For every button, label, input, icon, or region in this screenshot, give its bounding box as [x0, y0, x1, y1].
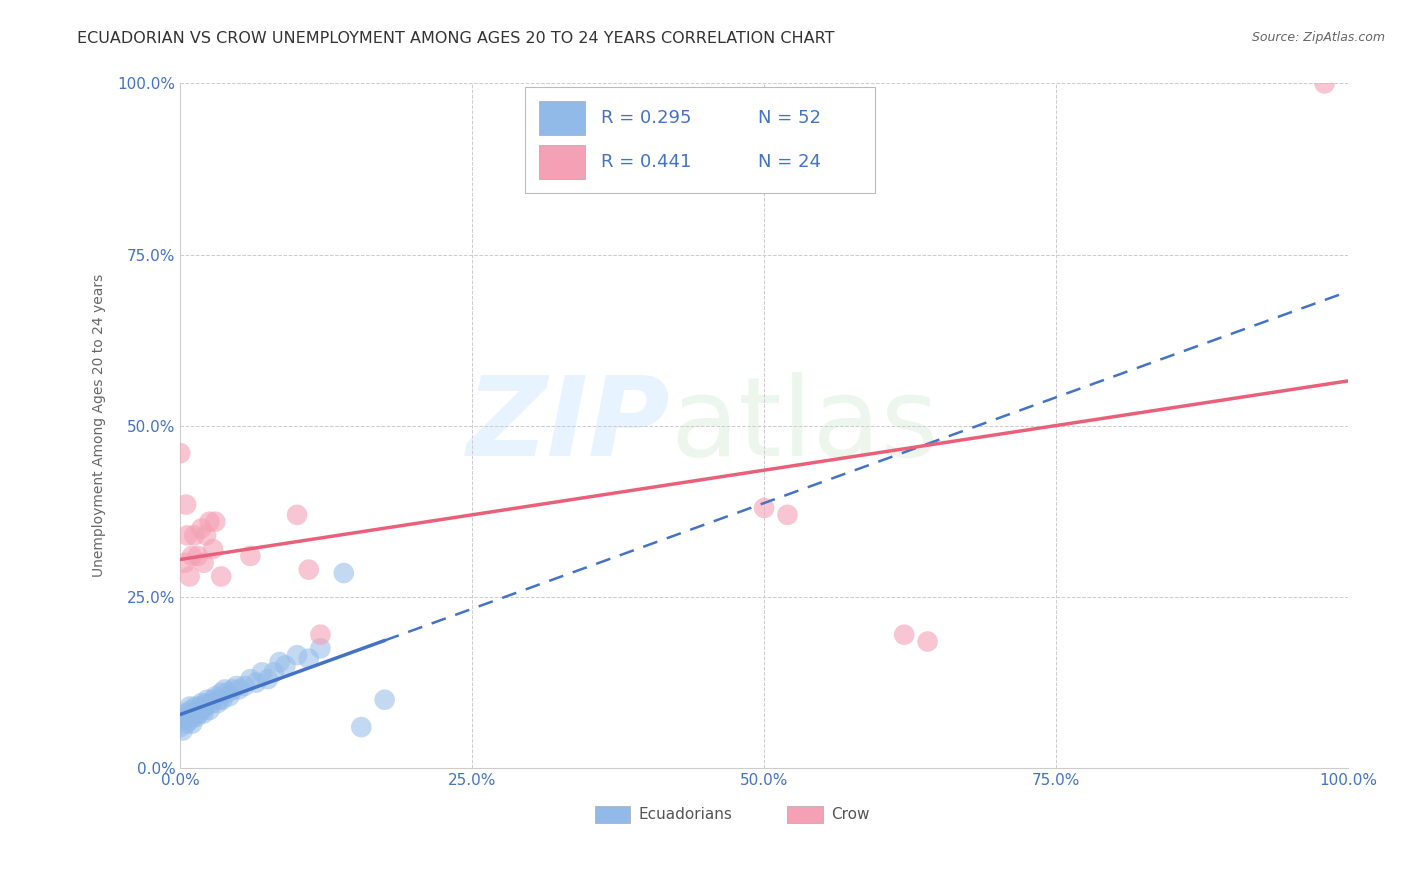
Point: [180, 703, 202, 717]
Point: [195, 696, 218, 710]
Point: [198, 515, 221, 529]
Point: [298, 651, 321, 665]
Point: [183, 528, 205, 542]
FancyBboxPatch shape: [524, 87, 875, 193]
Point: [184, 699, 207, 714]
Point: [179, 699, 201, 714]
Point: [181, 549, 204, 563]
Point: [752, 500, 775, 515]
Point: [776, 508, 799, 522]
Point: [181, 710, 204, 724]
Point: [309, 628, 332, 642]
Point: [209, 569, 232, 583]
Point: [173, 713, 195, 727]
Point: [174, 706, 197, 721]
Point: [239, 549, 262, 563]
Point: [208, 692, 231, 706]
Point: [228, 682, 250, 697]
Point: [194, 699, 217, 714]
Text: R = 0.441: R = 0.441: [600, 153, 690, 171]
Point: [174, 716, 197, 731]
Point: [309, 641, 332, 656]
Point: [209, 686, 232, 700]
Point: [239, 672, 262, 686]
Point: [222, 682, 245, 697]
Text: Ecuadorians: Ecuadorians: [638, 807, 733, 822]
Point: [1313, 77, 1336, 91]
Point: [269, 655, 291, 669]
Y-axis label: Unemployment Among Ages 20 to 24 years: Unemployment Among Ages 20 to 24 years: [93, 274, 107, 577]
Point: [893, 628, 915, 642]
FancyBboxPatch shape: [787, 806, 823, 823]
Point: [176, 528, 198, 542]
Point: [188, 699, 211, 714]
Text: ECUADORIAN VS CROW UNEMPLOYMENT AMONG AGES 20 TO 24 YEARS CORRELATION CHART: ECUADORIAN VS CROW UNEMPLOYMENT AMONG AG…: [77, 31, 835, 46]
Point: [190, 696, 212, 710]
Point: [285, 508, 308, 522]
Point: [179, 569, 201, 583]
Point: [250, 665, 273, 680]
Point: [233, 679, 256, 693]
Point: [191, 703, 214, 717]
Text: ZIP: ZIP: [467, 372, 671, 479]
Point: [179, 713, 201, 727]
Point: [187, 549, 209, 563]
Text: atlas: atlas: [671, 372, 939, 479]
Point: [172, 723, 194, 738]
FancyBboxPatch shape: [538, 101, 585, 135]
Point: [177, 706, 200, 721]
Point: [245, 675, 267, 690]
Point: [374, 692, 396, 706]
FancyBboxPatch shape: [538, 145, 585, 179]
Point: [183, 706, 205, 721]
Text: Source: ZipAtlas.com: Source: ZipAtlas.com: [1251, 31, 1385, 45]
Point: [188, 706, 211, 721]
Point: [225, 679, 247, 693]
Point: [169, 446, 191, 460]
Point: [195, 528, 218, 542]
Text: N = 24: N = 24: [758, 153, 821, 171]
Point: [195, 692, 218, 706]
Point: [201, 696, 224, 710]
Point: [207, 696, 229, 710]
Point: [218, 690, 240, 704]
Point: [211, 692, 233, 706]
Point: [917, 634, 939, 648]
Point: [190, 522, 212, 536]
Point: [174, 498, 197, 512]
Point: [193, 706, 215, 721]
FancyBboxPatch shape: [595, 806, 630, 823]
Point: [198, 703, 221, 717]
Point: [204, 690, 226, 704]
Point: [169, 720, 191, 734]
Point: [176, 710, 198, 724]
Point: [298, 563, 321, 577]
Point: [193, 556, 215, 570]
Point: [201, 692, 224, 706]
Point: [186, 710, 208, 724]
Point: [257, 672, 280, 686]
Point: [214, 682, 236, 697]
Point: [285, 648, 308, 663]
Point: [181, 716, 204, 731]
Point: [204, 515, 226, 529]
Point: [187, 703, 209, 717]
Text: N = 52: N = 52: [758, 109, 821, 127]
Point: [201, 542, 224, 557]
Point: [350, 720, 373, 734]
Point: [215, 686, 238, 700]
Point: [274, 658, 297, 673]
Text: R = 0.295: R = 0.295: [600, 109, 692, 127]
Point: [333, 566, 356, 580]
Point: [263, 665, 285, 680]
Point: [174, 556, 197, 570]
Text: Crow: Crow: [831, 807, 869, 822]
